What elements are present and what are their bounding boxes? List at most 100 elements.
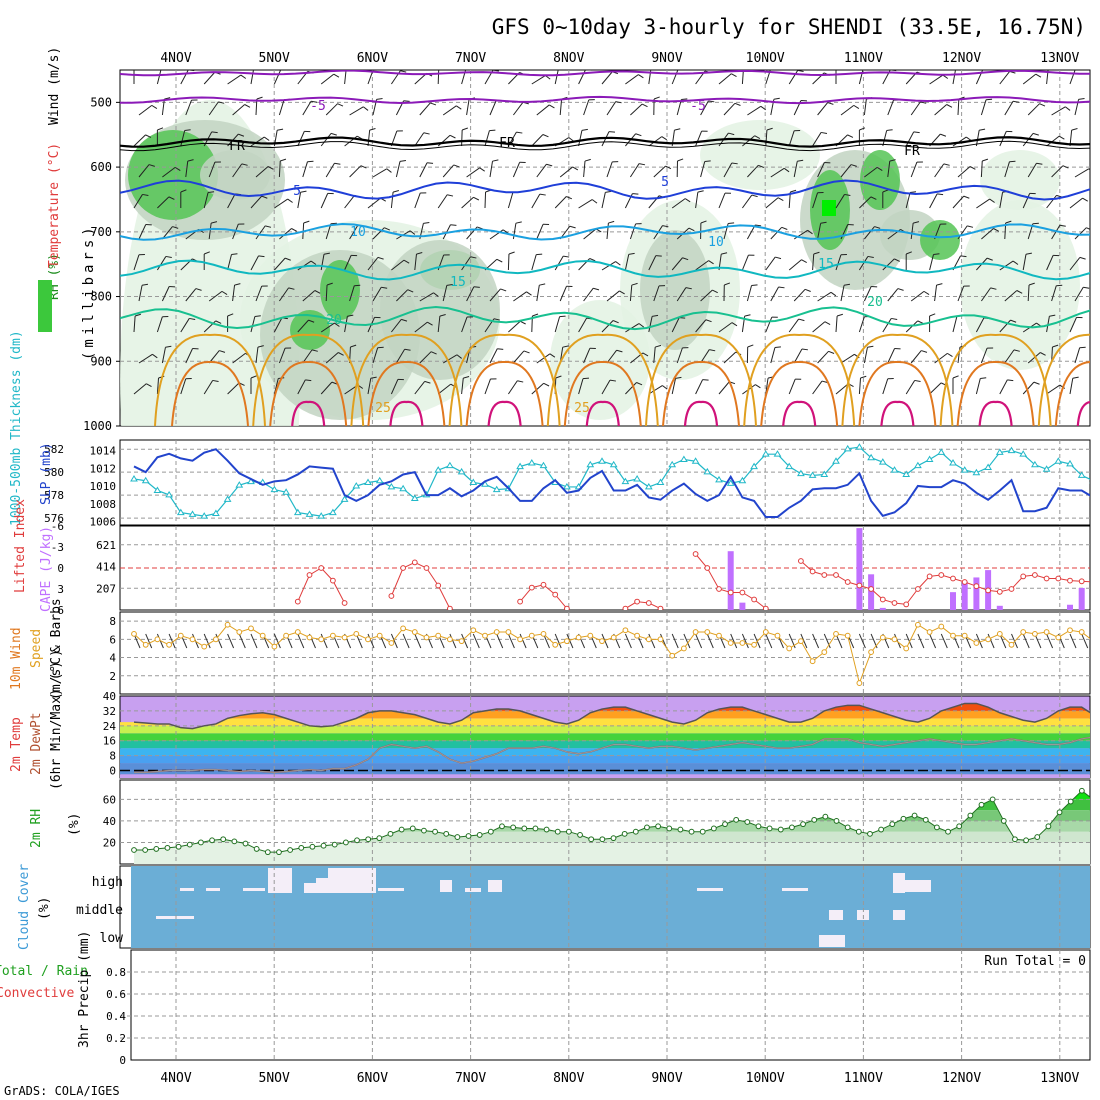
wind-barb [1022,381,1035,395]
wind-barb [372,287,382,302]
wind-barb [554,70,559,85]
wind-barb-flag [569,225,576,229]
contour-30 [465,360,544,426]
wind10m-speed-line-point [1008,641,1015,648]
temp-band [120,710,1090,719]
wind10m-barb [1093,634,1099,648]
wind-barb-flag [969,166,976,170]
wind-barb [859,196,872,209]
contour-label: 25 [574,401,590,416]
wind-barb-flag [523,350,530,354]
wind-barb [578,199,593,209]
wind-barb-flag [404,348,411,351]
wind-barb-flag [591,199,598,204]
wind-barb [812,192,819,209]
wind-barb [718,381,730,395]
wind-barb [512,162,521,178]
wind-barb [980,160,983,178]
rh2m-unit-label: (%) [67,813,82,836]
lifted-index-line-point [926,573,933,580]
wind10m-barb [390,633,398,649]
lifted-index-line-point [716,586,722,592]
lifted-index-line-point [985,587,991,594]
rh-blob [980,150,1060,210]
wind-barb-flag [867,255,874,259]
slp-marker [235,481,244,488]
wind-barb-flag [407,289,414,293]
wind-barb [817,162,825,178]
wind-barb [601,379,611,395]
wind10m-speed-line-point [189,636,196,643]
wind-barb-flag [1028,282,1035,286]
wind-barb-flag [568,137,574,142]
rh2m-point [755,823,762,830]
wind-barb [625,323,640,333]
wind-barb [606,290,620,302]
wind10m-barb [671,633,679,649]
wind-barb [531,382,545,395]
wind-barb [835,316,838,333]
wind-barb [554,255,564,271]
dewpt2m-label: 2m DewPt [29,712,44,775]
wind-barb-flag [562,345,569,348]
wind-barb-flag [952,375,959,379]
temp-band [120,740,1090,749]
cloud-block [829,910,843,920]
wind-barb [367,130,371,147]
wind-barb [414,192,421,209]
wind-barb-flag [164,97,171,100]
wind-barb [461,316,468,333]
wind-barb-flag [993,228,1000,232]
wind-barb-flag [218,101,225,104]
wind-barb-flag [1071,128,1078,131]
wind-barb [297,192,302,209]
precip-tick: 0.8 [106,966,126,979]
wind-barb [250,136,265,147]
wind-barb-flag [914,379,921,383]
wind10m-barb [975,633,983,649]
slp-marker [434,466,443,473]
rh2m-point [911,812,918,819]
wind-barb [466,167,480,178]
wind-barb [138,104,153,116]
bottom-date-label: 4NOV [160,1071,191,1086]
lifted-index-line-point [1078,578,1085,585]
wind-barb-flag [777,197,784,202]
lifted-index-line-point [423,565,430,571]
wind-barb [793,288,806,302]
wind-barb-flag [929,313,936,317]
wind-barb [156,70,162,85]
wind-barb [770,167,785,178]
wind-barb-flag [705,319,712,323]
wind-barb [302,161,308,178]
credit-text: GrADS: COLA/IGES [4,1084,120,1098]
cape-bar [879,607,886,610]
temp-band [120,755,1090,764]
wind10m-speed-line-point [973,640,980,646]
wind-barb [653,165,666,178]
contour-30 [367,360,446,426]
thickness-tick: 582 [44,443,64,456]
wind-barb [203,71,216,85]
wind-barb [461,196,474,209]
wind10m-barb [800,633,808,649]
wind-barb-flag [288,287,295,290]
wind-barb [718,73,732,85]
wind-barb [957,166,971,178]
wind-barb-flag [807,229,813,235]
lifted-index-line-point [762,605,769,610]
wind-barb-flag [1062,165,1069,169]
wind-barb [372,227,385,240]
wind-barb [232,163,243,178]
cloud-level-middle: middle [76,903,123,918]
wind-barb [840,353,855,364]
contour-30 [563,360,642,426]
precip-total-rain-label: Total / Rain [0,964,88,979]
wind-barb-flag [399,160,407,162]
wind10m-tick: 8 [109,615,116,628]
wind-barb-flag [424,380,431,384]
wind10m-barb [601,633,609,649]
wind-barb [882,378,889,395]
wind-barb-flag [257,345,264,348]
wind-barb-flag [338,352,344,356]
